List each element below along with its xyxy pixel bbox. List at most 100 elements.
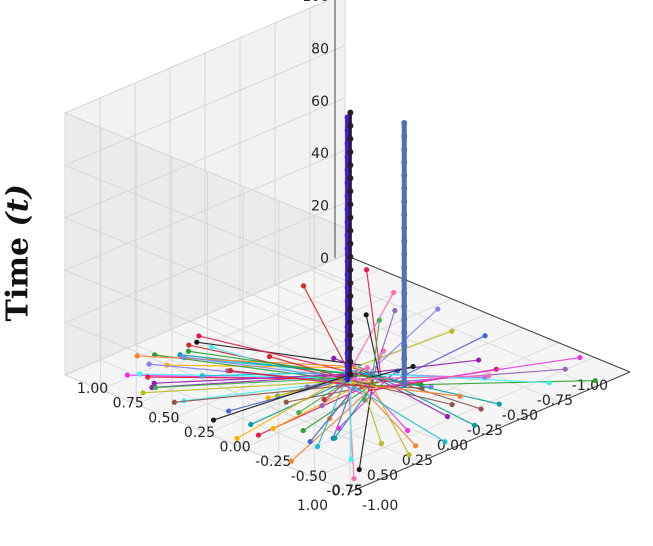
ground-trace-point [288,458,294,464]
trajectory-point [347,188,354,195]
x-tick-label: 0.50 [367,468,398,484]
ground-trace [196,341,362,366]
trajectory-point [401,290,408,297]
ground-trace-point [300,427,306,434]
ground-trace [357,372,382,444]
ground-trace-point [392,307,398,314]
trajectory-point [347,279,354,286]
x-tick-label: 1.00 [297,498,328,514]
ground-trace-point [307,439,313,445]
ground-trace-point [348,456,354,462]
ground-trace [367,310,396,394]
grid-line [63,254,351,493]
ground-trace-point [319,403,325,409]
ground-trace-point [186,342,192,348]
trajectory-point [347,332,354,339]
trajectory-point [401,316,408,323]
y-tick-label: 1.00 [77,381,108,397]
ground-trace [142,379,354,394]
trajectory-point [401,211,408,218]
ground-trace-point [482,333,488,339]
trajectory-point [347,306,354,313]
z-axis-label: Time (t) [0,180,36,330]
ground-trace-point [266,353,273,360]
ground-trace-point [457,393,463,399]
ground-trace-point [234,435,240,442]
y-axis-line [349,371,631,493]
ground-trace-point [210,417,217,423]
ground-trace-point [413,443,419,449]
ground-trace-point [248,421,254,428]
ground-trace-point [124,372,130,378]
trajectory-point [401,329,408,336]
ground-trace-point [331,355,337,361]
trajectory-point [347,319,354,326]
x-tick-label: -0.75 [537,393,573,409]
trajectory-point [347,122,354,129]
ground-trace [352,367,482,410]
ground-trace-point [336,425,342,431]
ground-trace-point [496,401,502,407]
ground-trace-point [577,354,583,361]
trajectory-point [347,227,354,234]
trajectory-point [347,358,354,365]
ground-trace-point [363,267,370,273]
ground-trace [346,381,446,443]
z-axis-label-word: Time [0,236,36,322]
ground-trace-point [449,401,455,408]
y-tick-label: 0.75 [113,396,144,412]
z-tick-label: 0 [320,251,329,267]
ground-trace-point [151,380,157,386]
ground-trace-point [486,373,492,379]
ground-trace-point [145,374,151,380]
ground-trace-point [149,384,155,391]
ground-trace-point [185,348,192,354]
trajectory-point [401,355,408,362]
ground-trace [180,354,394,380]
ground-trace-point [391,289,397,296]
ground-trace [391,335,486,383]
trajectory-point [401,198,408,205]
ground-trace [213,375,347,421]
x-tick-label: 0.75 [332,483,363,499]
z-axis-label-var-open: ( [0,212,36,227]
ground-trace-point [265,395,271,401]
ground-trace [321,380,346,407]
trajectory-point [347,148,354,155]
ground-trace [370,384,461,397]
ground-trace-point [478,406,484,412]
z-tick-label: 80 [311,41,329,57]
ground-trace-point [321,396,327,403]
grid-line [134,344,421,463]
trajectory-point [401,251,408,258]
ground-trace-point [471,422,478,428]
trajectory-point [401,382,408,389]
ground-trace-point [208,344,215,350]
ground-trace [303,285,353,378]
ground-trace [202,371,349,377]
trajectory-point [347,293,354,300]
ground-trace-point [356,466,362,473]
trajectory-point [344,376,351,383]
y-tick-label: -0.50 [291,469,327,485]
trajectory-point [347,109,354,116]
trajectory-point [347,240,354,247]
trajectory-point [401,264,408,271]
z-tick-label: 20 [311,199,329,215]
ground-trace-point [283,399,289,405]
ground-trace-point [270,425,276,431]
ground-trace-point [363,312,369,318]
grid-line [63,44,351,283]
ground-trace [182,356,329,377]
ground-trace [349,369,352,460]
ground-trace [352,375,489,380]
x-tick-label: 0.00 [437,438,468,454]
ground-trace [230,370,376,389]
ground-trace-point [406,452,412,458]
ground-trace [367,372,448,418]
ground-trace-point [332,435,338,441]
z-tick-label: 100 [302,0,329,5]
ground-trace-point [314,443,321,450]
ground-trace [365,314,381,381]
